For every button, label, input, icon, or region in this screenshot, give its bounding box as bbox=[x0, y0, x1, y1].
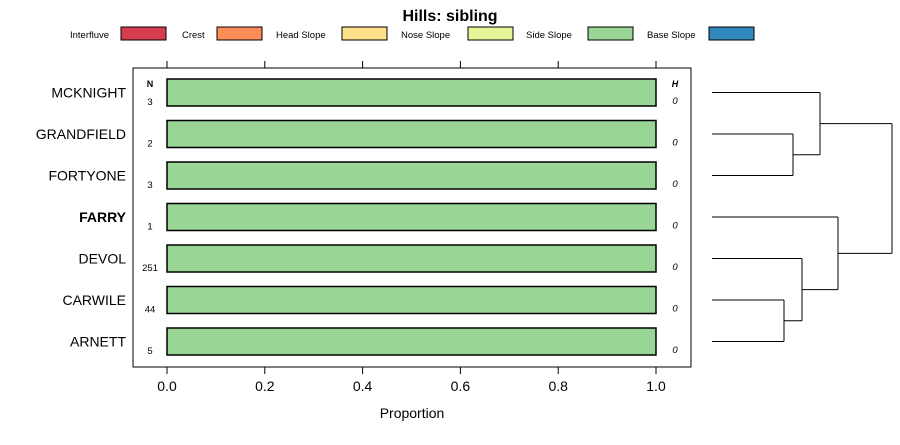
category-label: DEVOL bbox=[79, 251, 127, 267]
n-value: 2 bbox=[147, 139, 152, 150]
legend-label: Head Slope bbox=[276, 30, 326, 41]
bar-segment bbox=[167, 286, 656, 314]
h-value: 0 bbox=[672, 96, 678, 107]
legend-label: Nose Slope bbox=[401, 30, 450, 41]
legend: Interfluve Crest Head Slope Nose Slope Side … bbox=[70, 26, 755, 41]
x-axis: 0.0 0.2 0.4 0.6 0.8 1.0 bbox=[157, 61, 666, 394]
h-value: 0 bbox=[672, 179, 678, 190]
legend-label: Base Slope bbox=[647, 30, 696, 41]
bar-outline bbox=[166, 244, 657, 273]
legend-label: Crest bbox=[182, 30, 205, 41]
n-value: 5 bbox=[147, 346, 152, 357]
dendrogram bbox=[712, 92, 893, 342]
x-axis-label: Proportion bbox=[380, 405, 445, 421]
bar-outline bbox=[166, 202, 657, 232]
bar-outline bbox=[166, 78, 657, 107]
category-label: GRANDFIELD bbox=[36, 126, 126, 142]
legend-swatch bbox=[467, 26, 514, 41]
h-value: 0 bbox=[672, 262, 678, 273]
rows: MCKNIGHT 3 0 GRANDFIELD 2 0 FORTYONE 3 0 FARRY 1 0 D… bbox=[36, 78, 678, 357]
n-value: 1 bbox=[147, 222, 152, 233]
x-tick-label: 0.4 bbox=[353, 378, 373, 394]
x-tick-label: 1.0 bbox=[646, 378, 666, 394]
x-tick-label: 0.6 bbox=[451, 378, 471, 394]
legend-label: Interfluve bbox=[70, 30, 109, 41]
category-label: FORTYONE bbox=[48, 168, 126, 184]
bar-outline bbox=[166, 119, 657, 149]
bar-outline bbox=[166, 327, 657, 356]
legend-swatch bbox=[120, 26, 167, 41]
x-tick-label: 0.2 bbox=[255, 378, 275, 394]
n-value: 3 bbox=[147, 97, 152, 108]
h-value: 0 bbox=[672, 138, 678, 149]
bar-segment bbox=[167, 79, 656, 106]
category-label: MCKNIGHT bbox=[51, 85, 126, 101]
n-value: 44 bbox=[145, 305, 156, 316]
h-value: 0 bbox=[672, 345, 678, 356]
legend-swatch bbox=[216, 26, 263, 41]
bar-segment bbox=[167, 245, 656, 272]
legend-swatch bbox=[341, 26, 388, 41]
legend-label: Side Slope bbox=[526, 30, 572, 41]
x-tick-label: 0.0 bbox=[157, 378, 177, 394]
bar-segment bbox=[167, 162, 656, 189]
bar-segment bbox=[167, 203, 656, 231]
h-value: 0 bbox=[672, 304, 678, 315]
legend-swatch bbox=[708, 26, 755, 41]
n-column-header: N bbox=[147, 79, 154, 89]
x-tick-label: 0.8 bbox=[548, 378, 568, 394]
legend-swatch bbox=[587, 26, 634, 41]
category-label: ARNETT bbox=[70, 334, 126, 350]
h-column-header: H bbox=[672, 79, 679, 89]
category-label: FARRY bbox=[79, 209, 127, 225]
h-value: 0 bbox=[672, 221, 678, 232]
bar-segment bbox=[167, 328, 656, 355]
plot-frame bbox=[132, 67, 692, 368]
category-label: CARWILE bbox=[62, 292, 126, 308]
bar-segment bbox=[167, 120, 656, 148]
bar-outline bbox=[166, 161, 657, 190]
n-value: 251 bbox=[142, 263, 158, 274]
bar-outline bbox=[166, 285, 657, 315]
chart-title: Hills: sibling bbox=[402, 8, 497, 25]
n-value: 3 bbox=[147, 180, 152, 191]
